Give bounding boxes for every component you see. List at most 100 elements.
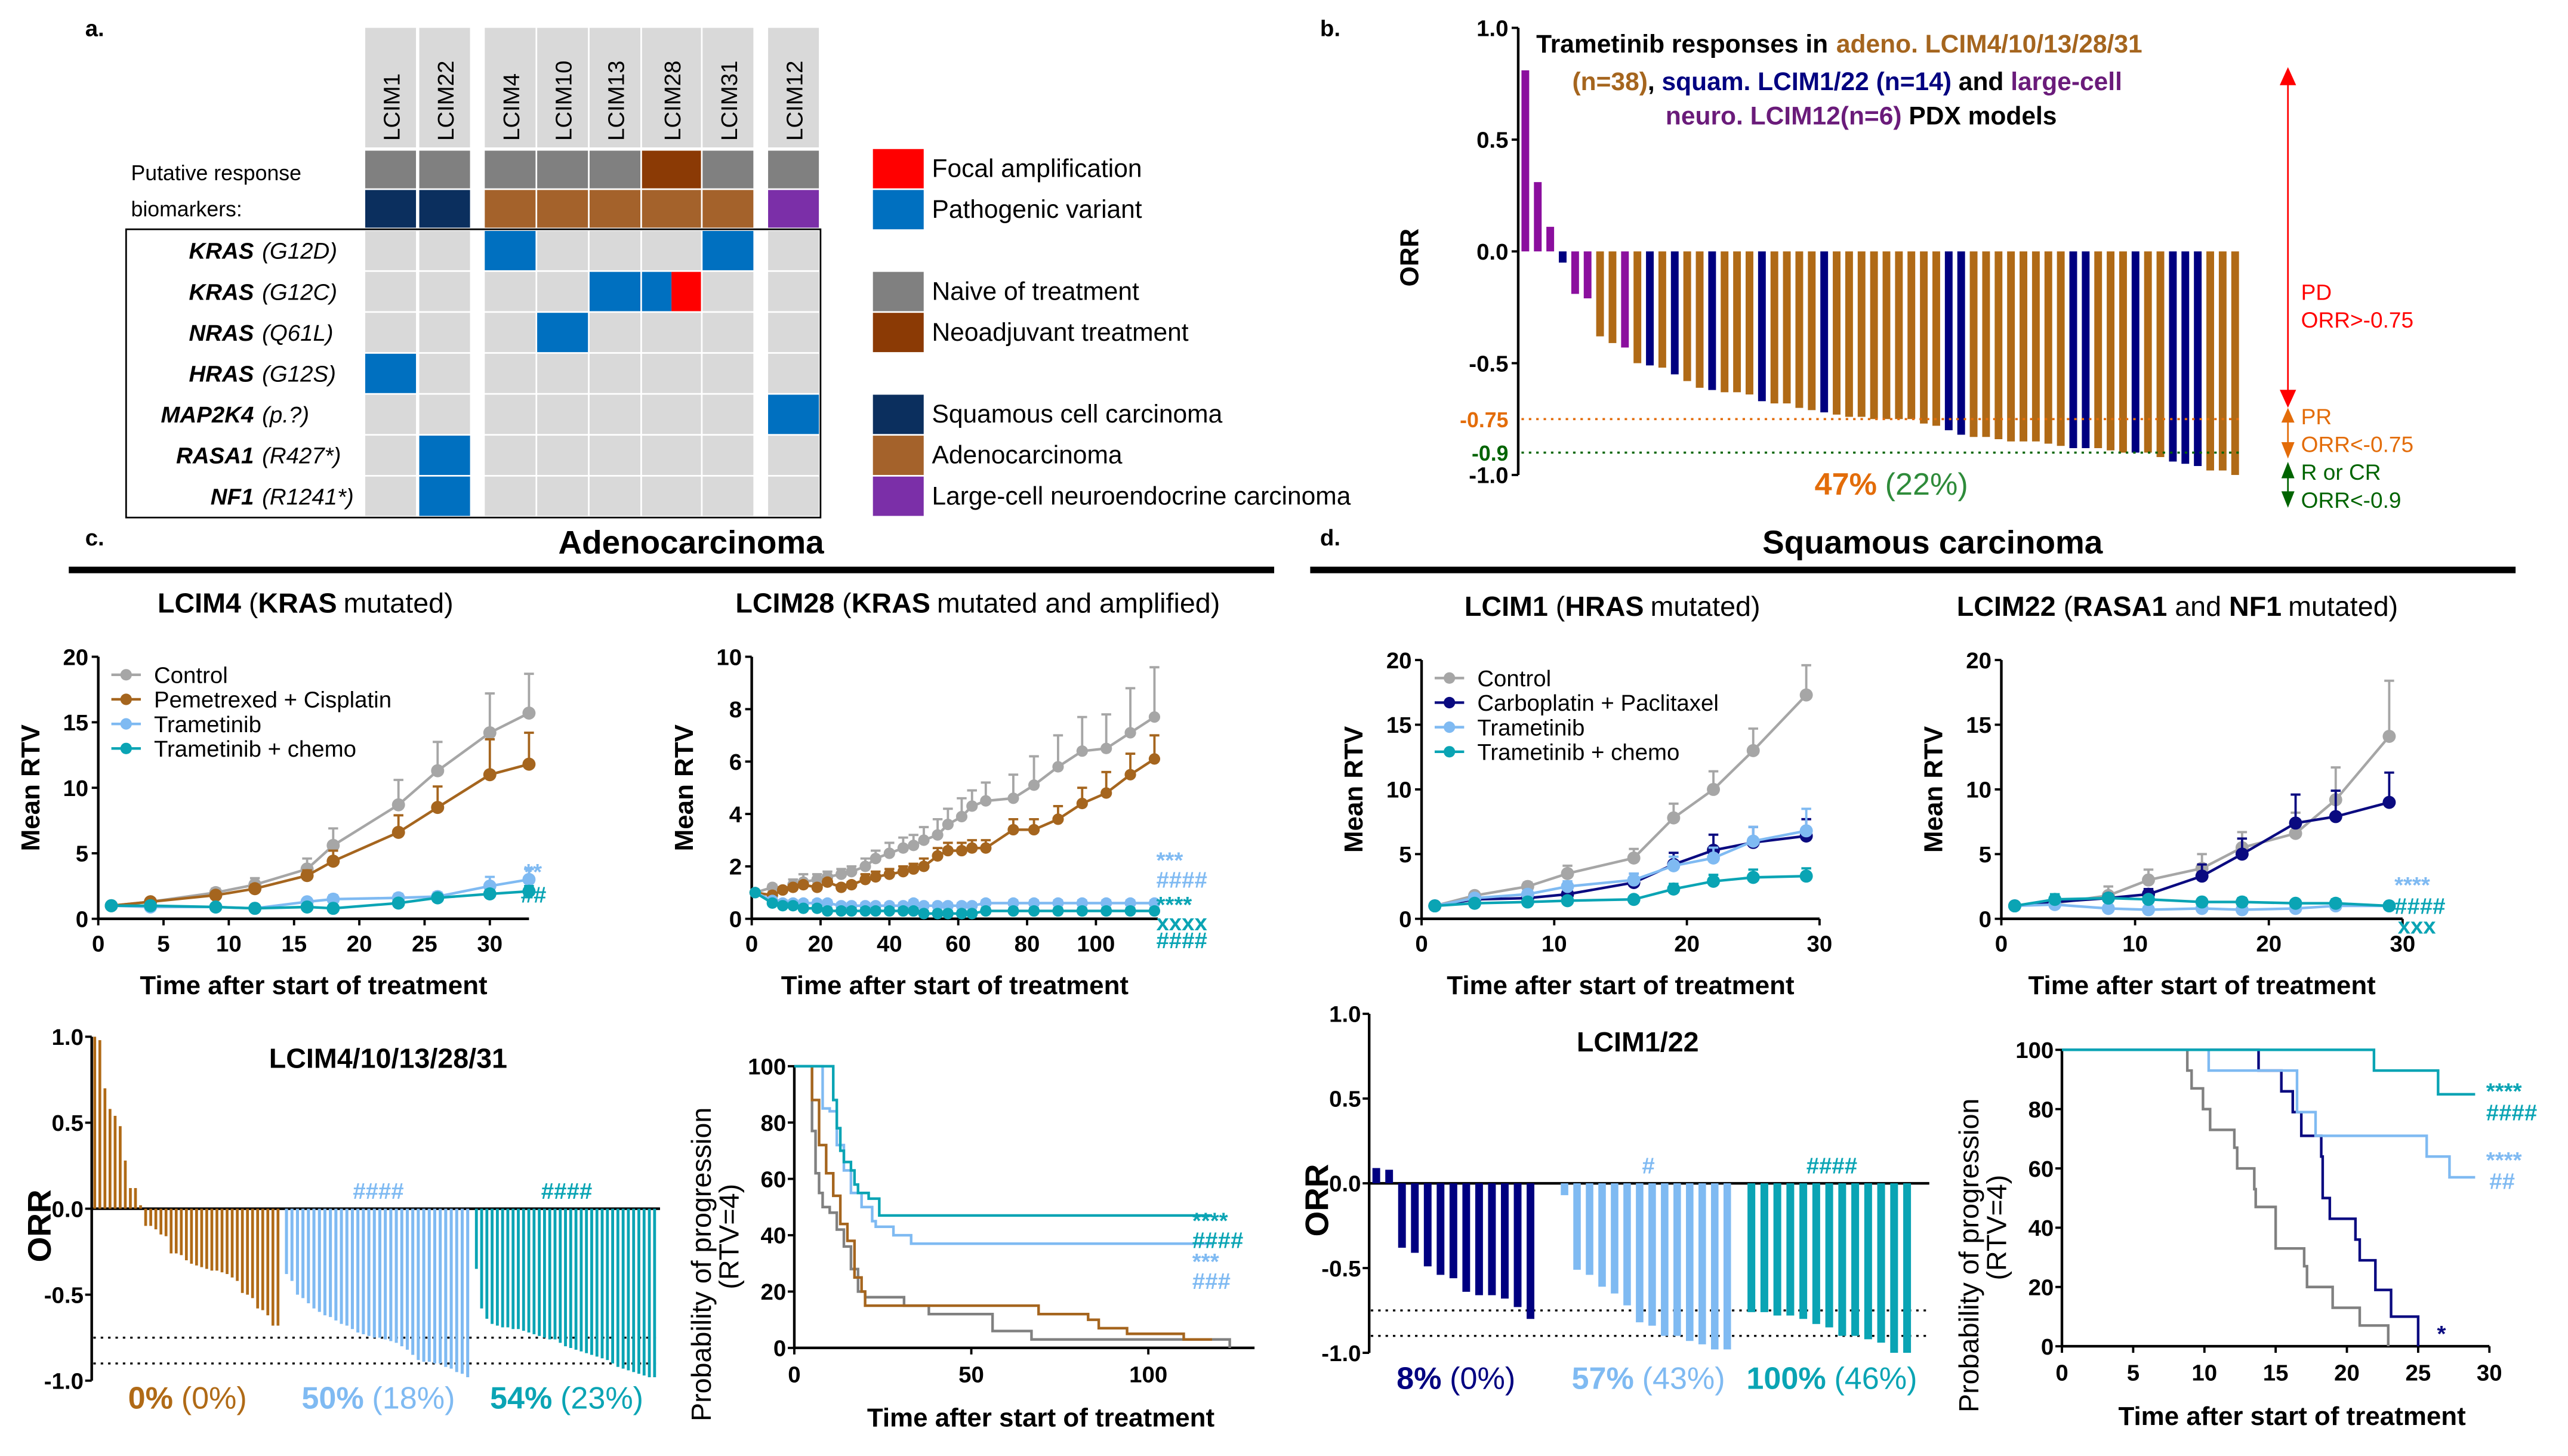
- data-point: [942, 844, 954, 857]
- x-axis-label: Time after start of treatment: [1447, 971, 1795, 1000]
- gene-variant: (G12D): [262, 239, 337, 264]
- title-open: (: [2056, 591, 2073, 622]
- bar: [1944, 251, 1953, 431]
- grid-cell: [537, 476, 588, 516]
- bar: [1812, 1183, 1820, 1324]
- x-tick-label: 20: [1674, 931, 1700, 957]
- significance-marker: ****: [1192, 1208, 1228, 1233]
- bar: [1733, 251, 1741, 393]
- bar: [627, 1208, 630, 1371]
- x-tick-label: 25: [2406, 1361, 2431, 1386]
- data-point: [1799, 688, 1813, 702]
- y-tick-label: 10: [716, 644, 742, 670]
- bar: [501, 1208, 504, 1328]
- y-axis-label-2: (RTV=4): [1981, 1175, 2012, 1281]
- bar: [2031, 251, 2040, 442]
- x-axis-label: Time after start of treatment: [2028, 971, 2376, 1000]
- gene-name: KRAS: [189, 239, 254, 264]
- bar: [2231, 251, 2239, 475]
- y-tick-label: 20: [761, 1279, 787, 1305]
- bar: [124, 1160, 127, 1209]
- data-point: [1799, 824, 1813, 838]
- y-tick-label: 1.0: [1329, 1002, 1361, 1028]
- chart-title: neuro. LCIM12(n=6) PDX models: [1666, 102, 2057, 131]
- pct-complete: (18%): [372, 1381, 455, 1415]
- x-tick-label: 15: [2263, 1361, 2289, 1386]
- data-point: [980, 905, 992, 917]
- bar: [329, 1208, 332, 1318]
- bar: [485, 1208, 489, 1319]
- column-header-bg: [589, 27, 641, 148]
- data-point: [966, 900, 978, 912]
- data-point: [966, 800, 978, 812]
- legend-label: Pemetrexed + Cisplatin: [154, 687, 391, 713]
- data-point: [883, 847, 895, 859]
- bar: [405, 1208, 409, 1350]
- bar: [1546, 227, 1555, 252]
- bar: [1851, 1183, 1860, 1336]
- data-point: [835, 868, 847, 880]
- data-point: [811, 902, 823, 914]
- bar: [295, 1208, 299, 1295]
- data-point: [955, 908, 968, 920]
- column-header-lcim12: LCIM12: [782, 61, 808, 141]
- y-axis-label: Mean RTV: [16, 724, 45, 851]
- bar: [159, 1208, 162, 1235]
- title-rest: mutated and amplified): [937, 587, 1220, 618]
- bar: [1385, 1170, 1394, 1184]
- data-point: [966, 908, 978, 920]
- bar: [1596, 251, 1604, 337]
- grid-cell: [702, 353, 754, 393]
- treatment-cell: [642, 150, 701, 189]
- data-point: [1799, 869, 1813, 883]
- significance-marker: ****: [2486, 1079, 2522, 1105]
- bar: [1683, 251, 1691, 381]
- data-point: [483, 768, 497, 782]
- y-tick-label: 1.0: [52, 1025, 84, 1050]
- data-point: [1746, 871, 1760, 884]
- y-tick-label: 20: [1966, 648, 1991, 674]
- bar: [1559, 251, 1567, 263]
- significance-marker: ###: [1192, 1269, 1231, 1294]
- bar: [439, 1208, 442, 1364]
- chart-title: LCIM28 (KRAS mutated and amplified): [735, 587, 1220, 618]
- title-gene: KRAS: [852, 587, 930, 618]
- bar: [2044, 251, 2052, 444]
- y-tick-label: 0: [1979, 906, 1991, 932]
- data-point: [209, 900, 223, 914]
- chart-title: LCIM4/10/13/28/31: [269, 1043, 507, 1074]
- significance-marker: ****: [2394, 872, 2430, 898]
- title-gene: NF1: [2229, 591, 2282, 622]
- grid-cell: [485, 394, 536, 434]
- data-point: [1007, 897, 1019, 909]
- x-tick-label: 50: [958, 1362, 984, 1387]
- section-title-adenocarcinoma: Adenocarcinoma: [558, 524, 824, 561]
- grid-cell: [485, 476, 536, 516]
- treatment-cell: [768, 150, 819, 189]
- legend-label: Carboplatin + Paclitaxel: [1477, 690, 1719, 716]
- grid-cell: [768, 476, 819, 516]
- bar: [1561, 1183, 1568, 1195]
- bar: [538, 1208, 541, 1336]
- data-point: [1627, 851, 1641, 865]
- legend-marker: [120, 669, 132, 681]
- x-tick-label: 20: [2334, 1361, 2360, 1386]
- column-header-lcim28: LCIM28: [660, 61, 686, 141]
- x-tick-label: 100: [1129, 1362, 1167, 1387]
- bar: [637, 1208, 640, 1374]
- arrow-head-down: [2281, 442, 2295, 459]
- x-tick-label: 40: [877, 931, 902, 957]
- y-tick-label: 4: [729, 802, 742, 828]
- data-point: [835, 881, 847, 893]
- bar: [317, 1208, 321, 1312]
- series-line-trametinib: [111, 878, 529, 910]
- data-point: [1100, 905, 1112, 917]
- bar: [1783, 251, 1791, 404]
- bar: [195, 1208, 198, 1266]
- bar: [1882, 251, 1891, 419]
- data-point: [1052, 897, 1064, 909]
- grid-cell: [589, 313, 641, 353]
- panel-label-c: c.: [85, 525, 104, 551]
- y-axis-label: ORR: [21, 1189, 58, 1262]
